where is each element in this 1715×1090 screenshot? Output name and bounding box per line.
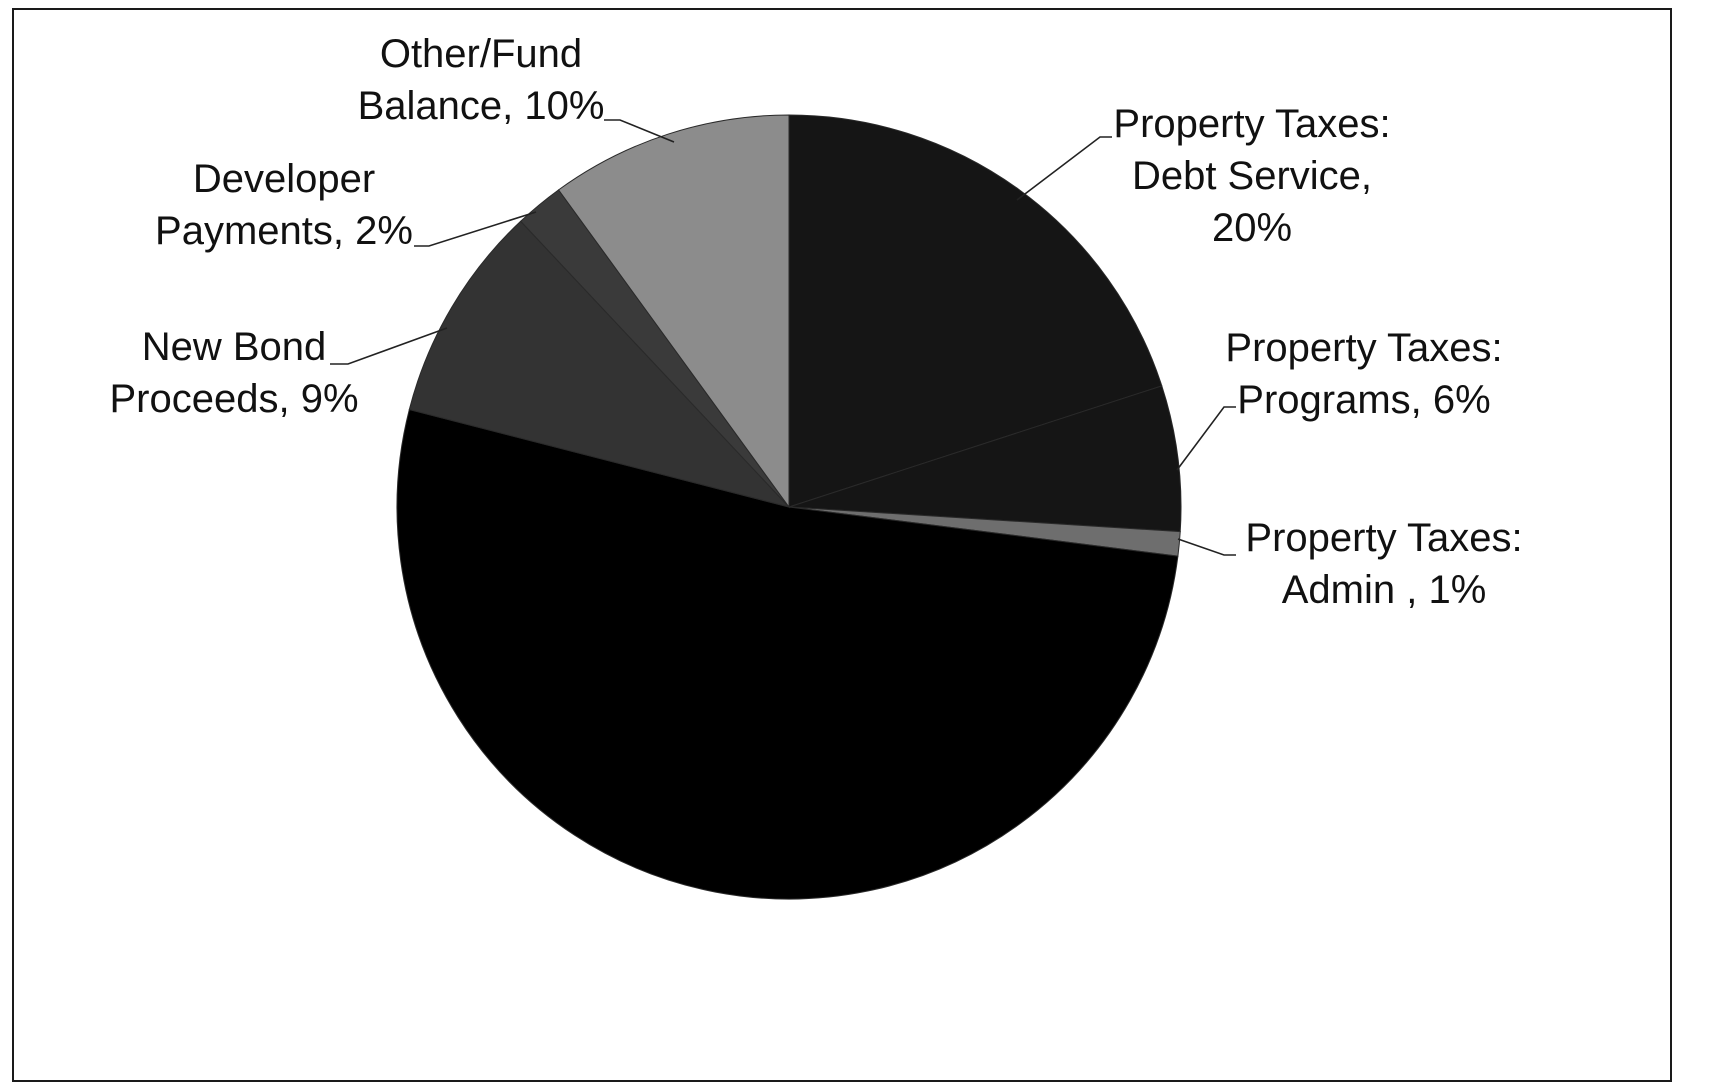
- leader-line-developer-payments: [414, 211, 537, 247]
- slice-label-line: New Bond: [142, 325, 327, 369]
- slice-label-new-bond-proceeds: New Bond Proceeds, 9%: [109, 325, 358, 421]
- slice-label-line: Developer: [193, 157, 375, 201]
- slice-label-line: Property Taxes:: [1113, 102, 1390, 146]
- slice-label-property-taxes-admin: Property Taxes: Admin , 1%: [1245, 516, 1522, 612]
- pie-slice-other-fund-balance: [557, 114, 790, 509]
- pie-slice-property-taxes-debt-service: [788, 114, 1163, 508]
- pie-slices: [396, 114, 1182, 900]
- slice-label-line: Debt Service,: [1132, 154, 1372, 198]
- leader-line-new-bond-proceeds: [330, 327, 448, 365]
- slice-label-property-taxes-debt-service: Property Taxes: Debt Service, 20%: [1113, 102, 1390, 250]
- slice-label-developer-payments: Developer Payments, 2%: [155, 157, 413, 253]
- slice-label-line: Property Taxes:: [1245, 516, 1522, 560]
- slice-label-line: Other/Fund: [380, 32, 582, 76]
- pie-slice-property-taxes-other: [396, 408, 1179, 900]
- leader-line-property-taxes-admin: [1177, 538, 1236, 556]
- pie-slice-new-bond-proceeds: [408, 220, 791, 508]
- slice-label-line: Admin , 1%: [1282, 568, 1487, 612]
- slice-label-line: Payments, 2%: [155, 209, 413, 253]
- slice-label-line: Proceeds, 9%: [109, 377, 358, 421]
- slice-label-other-fund-balance: Other/Fund Balance, 10%: [358, 32, 605, 128]
- chart-frame: Property Taxes: Debt Service, 20% Property …: [12, 8, 1672, 1082]
- slice-label-line: Balance, 10%: [358, 84, 605, 128]
- slice-label-line: 20%: [1212, 206, 1292, 250]
- pie-chart: Property Taxes: Debt Service, 20%Property …: [109, 32, 1523, 900]
- leader-line-property-taxes-debt-service: [1016, 136, 1112, 201]
- slice-label-property-taxes-programs: Property Taxes: Programs, 6%: [1225, 326, 1502, 422]
- pie-slice-property-taxes-programs: [788, 385, 1182, 533]
- leader-lines: [330, 119, 1236, 556]
- slice-labels: Property Taxes: Debt Service, 20%Property …: [109, 32, 1522, 612]
- leader-line-other-fund-balance: [604, 119, 675, 143]
- slice-label-line: Programs, 6%: [1237, 378, 1490, 422]
- slice-label-line: Property Taxes:: [1225, 326, 1502, 370]
- leader-line-property-taxes-programs: [1176, 406, 1236, 471]
